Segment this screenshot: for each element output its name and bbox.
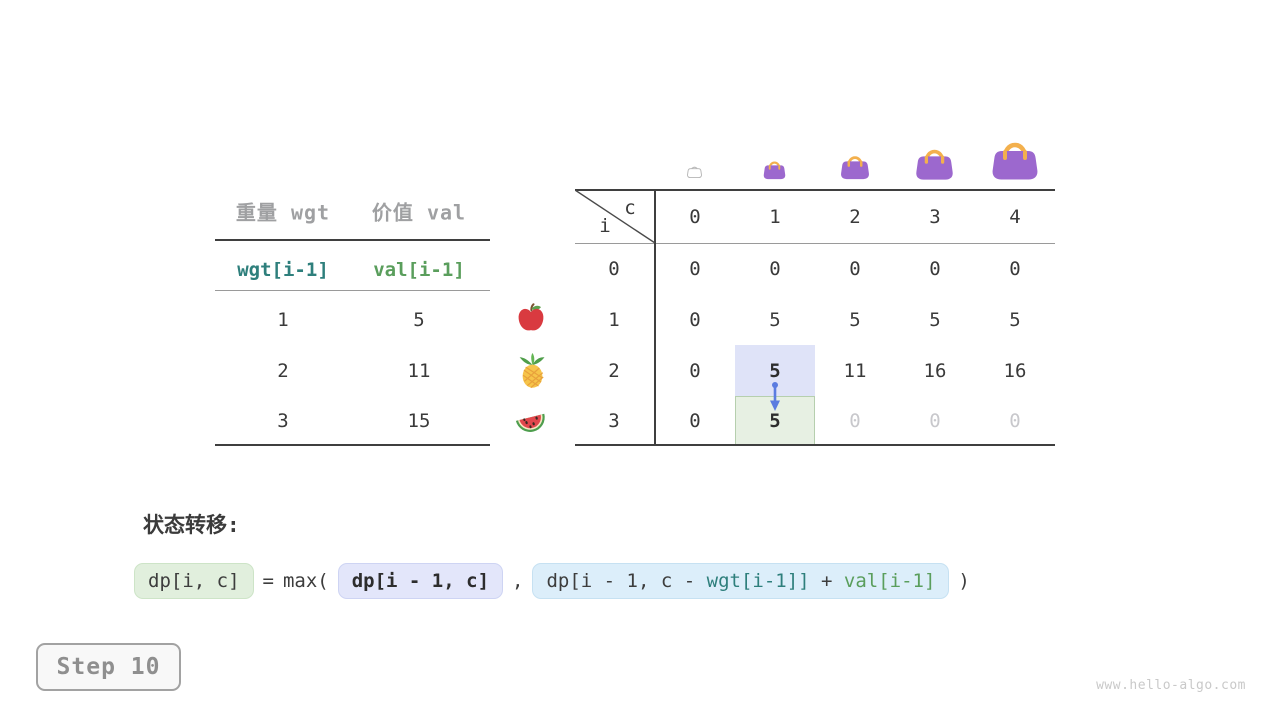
items-table-subheader-val: val[i-1] xyxy=(373,259,465,281)
dp-cell: 16 xyxy=(1003,360,1027,382)
items-table-rule-top xyxy=(215,239,490,241)
dp-row-header-3: 3 xyxy=(608,410,620,432)
step-badge: Step 10 xyxy=(36,643,181,691)
state-transition-label: 状态转移: xyxy=(143,513,240,537)
dp-cell: 0 xyxy=(769,258,781,280)
items-table-header-value: 价值 val xyxy=(371,200,467,225)
item-3-weight: 3 xyxy=(277,410,289,432)
dp-cell: 0 xyxy=(689,258,701,280)
formula-lhs-box: dp[i, c] xyxy=(134,562,254,600)
dp-table-rule-header xyxy=(575,243,1055,244)
dp-row-variable: i xyxy=(599,215,611,237)
dp-row-header-0: 0 xyxy=(608,258,620,280)
dp-col-header-4: 4 xyxy=(1009,206,1021,228)
formula-arg2-plus: + xyxy=(809,569,844,592)
dp-cell-pending: 0 xyxy=(929,410,941,432)
item-2-weight: 2 xyxy=(277,360,289,382)
bag-icon-large xyxy=(915,144,954,181)
items-table-rule-mid xyxy=(215,290,490,291)
formula-arg2-val: val[i-1] xyxy=(843,569,936,592)
dp-cell: 16 xyxy=(923,360,947,382)
dp-table-rule-bottom xyxy=(575,444,1055,446)
item-1-weight: 1 xyxy=(277,309,289,331)
formula-arg2-wgt: wgt[i-1]] xyxy=(706,569,810,592)
dp-cell: 5 xyxy=(769,309,781,331)
dp-col-header-0: 0 xyxy=(689,206,701,228)
dp-cell-source: 5 xyxy=(769,360,781,382)
state-transition-formula: dp[i, c] = max( dp[i - 1, c] , dp[i - 1,… xyxy=(134,561,970,601)
item-3-value: 15 xyxy=(407,410,431,432)
dp-cell-pending: 0 xyxy=(1009,410,1021,432)
dp-col-variable: c xyxy=(624,197,636,219)
items-table-header-weight: 重量 wgt xyxy=(235,200,331,225)
dp-cell: 0 xyxy=(689,360,701,382)
dp-col-header-3: 3 xyxy=(929,206,941,228)
formula-comma: , xyxy=(512,570,524,592)
dp-cell: 0 xyxy=(689,410,701,432)
dp-table-rule-top xyxy=(575,189,1055,191)
formula-equals: = xyxy=(262,570,274,592)
formula-arg2-prefix: dp[i - 1, c - xyxy=(546,569,707,592)
dp-cell: 5 xyxy=(849,309,861,331)
dp-row-header-1: 1 xyxy=(608,309,620,331)
dp-cell: 5 xyxy=(1009,309,1021,331)
dp-row-header-2: 2 xyxy=(608,360,620,382)
formula-paren-close: ) xyxy=(958,570,970,592)
dp-corner-diagonal xyxy=(575,190,655,243)
item-2-value: 11 xyxy=(407,360,431,382)
formula-max-open: max( xyxy=(282,570,329,592)
dp-col-header-2: 2 xyxy=(849,206,861,228)
formula-arg1-box: dp[i - 1, c] xyxy=(337,562,504,600)
dp-table-rule-vertical xyxy=(654,189,656,446)
items-table-subheader-wgt: wgt[i-1] xyxy=(237,259,329,281)
formula-arg2-box: dp[i - 1, c - wgt[i-1]] + val[i-1] xyxy=(532,562,950,600)
dp-cell: 0 xyxy=(849,258,861,280)
watermelon-icon xyxy=(514,404,548,438)
dp-cell-target: 5 xyxy=(769,410,781,432)
dp-cell: 11 xyxy=(843,360,867,382)
apple-icon xyxy=(516,303,546,333)
item-1-value: 5 xyxy=(413,309,425,331)
dp-cell: 0 xyxy=(1009,258,1021,280)
dp-col-header-1: 1 xyxy=(769,206,781,228)
dp-cell: 0 xyxy=(689,309,701,331)
dp-cell: 5 xyxy=(929,309,941,331)
dp-cell-pending: 0 xyxy=(849,410,861,432)
watermark: www.hello-algo.com xyxy=(1096,678,1246,693)
items-table-rule-bottom xyxy=(215,444,490,446)
pineapple-icon xyxy=(517,353,548,389)
ghost-bag-icon xyxy=(687,164,702,178)
bag-icon-small xyxy=(763,158,786,180)
dp-cell: 0 xyxy=(929,258,941,280)
transition-arrow-icon xyxy=(770,382,780,411)
bag-icon-medium xyxy=(840,152,870,180)
bag-icon-xlarge xyxy=(991,136,1039,181)
